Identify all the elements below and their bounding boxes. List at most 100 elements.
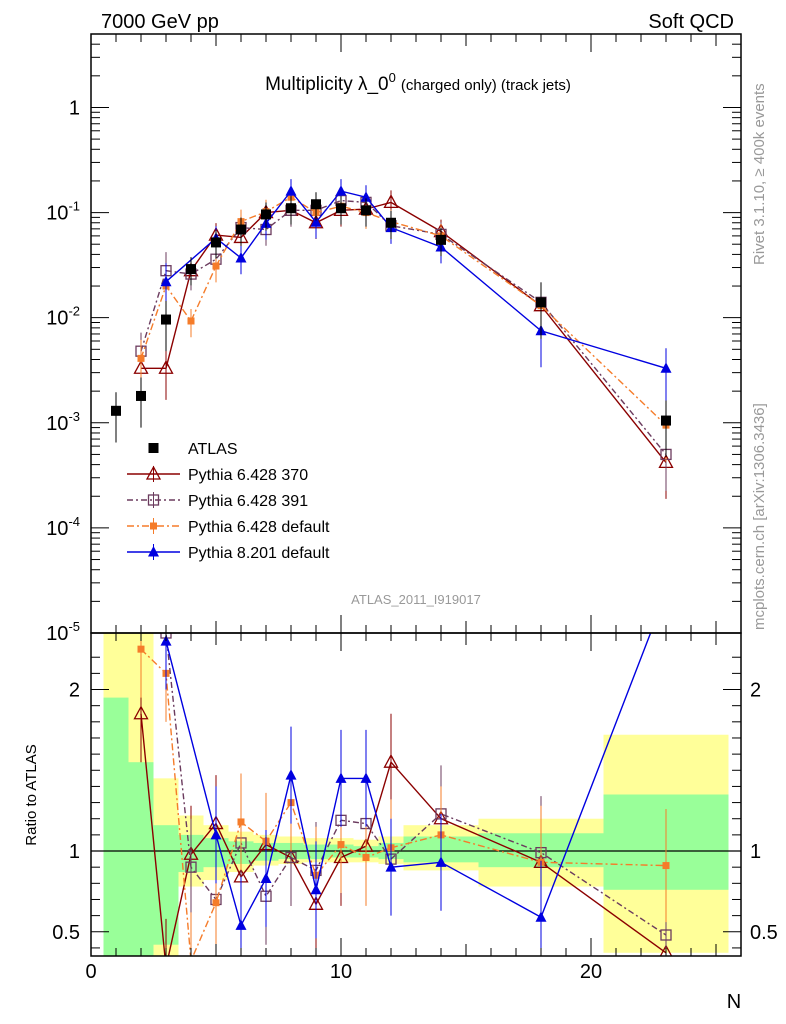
pythia-8-201-default-point [660, 362, 672, 373]
band-stat-bin [103, 697, 129, 956]
ratio-y-label: Ratio to ATLAS [23, 744, 40, 845]
main-frame [90, 33, 742, 634]
pythia-6-428-default-point [212, 262, 220, 270]
pythia-8-201-default-point [235, 919, 247, 930]
xtick-label: 0 [85, 961, 96, 983]
legend: ATLAS Pythia 6.428 370 Pythia 6.428 391 Pyt… [127, 441, 330, 562]
pythia-8-201-default-point [235, 251, 247, 263]
main-ytick-label-exponent: -1 [68, 199, 80, 214]
xtick-label: 20 [580, 961, 602, 983]
pythia-6-428-370-point [133, 705, 149, 720]
legend-marker-pythia-6-428-391 [147, 494, 160, 506]
pythia-6-428-default-line [140, 196, 667, 426]
analysis-label: ATLAS_2011_I919017 [351, 592, 481, 607]
legend-marker-pythia-8-201-default [148, 546, 159, 557]
x-axis-label: N [727, 991, 741, 1013]
main-ytick-label: 10-5 [46, 619, 80, 645]
pythia-8-201-default-point [310, 216, 322, 227]
main-ytick-label: 10-2 [46, 304, 80, 330]
atlas-point [336, 203, 346, 214]
atlas-point [286, 203, 296, 214]
pythia-6-428-370-point [659, 944, 673, 956]
ratio-ytick-label: 1 [69, 841, 80, 863]
ratio-ytick-label-right: 1 [750, 841, 761, 863]
main-ytick-label-exponent: -4 [68, 514, 80, 529]
pythia-6-428-370-point [383, 194, 399, 209]
pythia-8-201-default-point [385, 861, 397, 872]
pythia-6-428-default-point [187, 317, 195, 325]
main-ytick-label-exponent: -2 [68, 304, 80, 319]
header-left: 7000 GeV pp [101, 11, 219, 33]
legend-marker-pythia-6-428-370 [145, 465, 162, 480]
atlas-point [236, 224, 246, 235]
legend-label-atlas: ATLAS [188, 441, 238, 458]
main-ytick-label-exponent: -5 [68, 619, 80, 634]
atlas-point [536, 297, 546, 308]
pythia-8-201-default-point [285, 769, 297, 780]
atlas-point [186, 264, 196, 275]
main-ytick-label: 1 [69, 97, 80, 119]
pythia-6-428-default-point [212, 899, 220, 907]
chart-title-sup: 0 [389, 70, 396, 85]
legend-marker-pythia-6-428-default [150, 522, 157, 530]
legend-marker-atlas [148, 443, 159, 453]
pythia-6-428-default-line [140, 648, 667, 956]
atlas-point [311, 199, 321, 210]
chart-title: Multiplicity λ_00 (charged only) (track j… [265, 70, 571, 95]
ratio-ytick-label: 0.5 [52, 922, 80, 944]
axis-ticks: 110-110-210-310-410-50.5 0.51 12 20 10 20 [46, 33, 778, 983]
rivet-label: Rivet 3.1.10, ≥ 400k events [751, 83, 768, 265]
pythia-6-428-default-point [337, 841, 345, 849]
pythia-6-428-370-point [158, 359, 174, 374]
pythia-6-428-391-point [660, 929, 672, 941]
xtick-label: 10 [330, 961, 352, 983]
band-stat-bin [128, 762, 154, 956]
main-series-lines [111, 179, 674, 499]
main-ytick-label-base: 10 [46, 308, 68, 330]
pythia-8-201-default-point [535, 911, 547, 922]
pythia-6-428-default-point [662, 862, 670, 870]
pythia-6-428-370-line [140, 713, 667, 956]
pythia-6-428-391-point [185, 861, 197, 873]
pythia-8-201-default-line [165, 189, 667, 369]
atlas-point [211, 237, 221, 248]
atlas-point [661, 415, 671, 426]
pythia-8-201-default-point [360, 772, 372, 783]
ratio-ytick-label: 2 [69, 680, 80, 702]
main-ytick-label-base: 10 [46, 518, 68, 540]
pythia-8-201-default-point [210, 828, 222, 840]
main-ytick-label: 10-3 [46, 409, 80, 435]
legend-label-pythia-8-201-default: Pythia 8.201 default [188, 545, 330, 562]
pythia-6-428-391-point [285, 851, 297, 864]
pythia-6-428-391-line [164, 633, 667, 936]
main-ytick-label: 10-1 [46, 199, 80, 225]
legend-label-pythia-6-428-370: Pythia 6.428 370 [188, 467, 308, 484]
pythia-8-201-default-point [335, 185, 347, 196]
mcplots-label: mcplots.cern.ch [arXiv:1306.3436] [751, 403, 768, 630]
ratio-ytick-label-right: 0.5 [750, 922, 778, 944]
pythia-6-428-default-point [137, 354, 145, 362]
pythia-8-201-default-line [165, 633, 652, 928]
main-ytick-label-base: 10 [46, 203, 68, 225]
main-ytick-label-base: 10 [46, 623, 68, 645]
atlas-point [161, 314, 171, 325]
pythia-8-201-default-point [360, 191, 372, 202]
pythia-8-201-default-point [160, 275, 172, 287]
legend-label-pythia-6-428-default: Pythia 6.428 default [188, 519, 330, 536]
atlas-point [261, 209, 271, 220]
header-right: Soft QCD [648, 11, 734, 33]
atlas-point [136, 390, 146, 401]
ratio-uncertainty-bands [91, 633, 741, 956]
pythia-8-201-default-point [335, 772, 347, 783]
main-ytick-label-base: 10 [46, 413, 68, 435]
pythia-6-428-370-point [383, 753, 399, 768]
ratio-ytick-label-right: 2 [750, 680, 761, 702]
pythia-6-428-default-point [137, 645, 145, 653]
pythia-8-201-default-point [310, 883, 322, 895]
pythia-6-428-default-point [237, 818, 245, 826]
pythia-8-201-default-point [260, 872, 272, 883]
ratio-series-lines [133, 633, 673, 956]
pythia-8-201-default-point [285, 185, 297, 196]
main-ytick-label-base: 1 [69, 97, 80, 119]
